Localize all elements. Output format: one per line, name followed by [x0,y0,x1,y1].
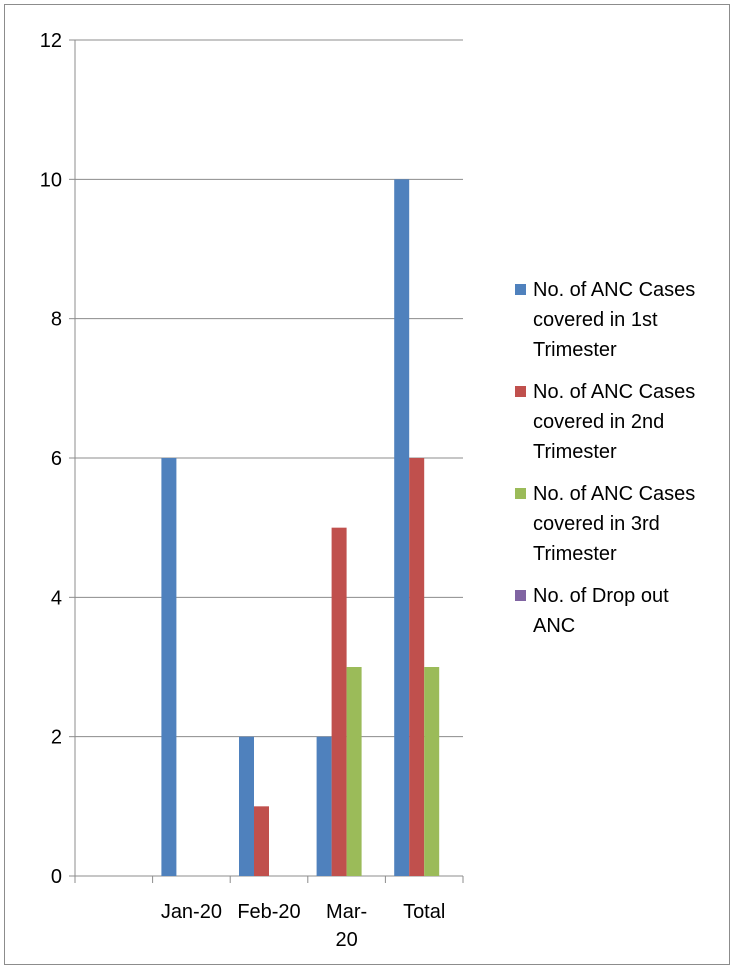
legend-item: No. of ANC Cases covered in 3rd Trimester [515,479,730,569]
bar [239,736,254,876]
legend-item: No. of Drop out ANC [515,581,730,641]
legend-label: No. of Drop out ANC [533,585,669,637]
legend-item: No. of ANC Cases covered in 1st Trimester [515,275,730,365]
x-tick-label: Jan-20 [161,901,222,923]
legend-swatch [515,488,526,499]
legend-label: No. of ANC Cases covered in 2nd Trimester [533,381,696,463]
x-tick-label: 20 [335,929,357,951]
x-tick-label: Feb-20 [237,901,300,923]
x-tick-label: Total [403,901,445,923]
bar [424,667,440,876]
bar [331,527,347,876]
y-tick-label: 4 [51,587,62,609]
bar [409,458,425,876]
y-tick-label: 0 [51,866,62,888]
x-tick-label: Mar- [326,901,367,923]
chart-frame [4,4,730,965]
y-tick-label: 10 [40,169,62,191]
legend-swatch [515,386,526,397]
y-tick-label: 6 [51,448,62,470]
chart-legend: No. of ANC Cases covered in 1st Trimester N… [515,275,730,653]
legend-swatch [515,590,526,601]
y-tick-label: 12 [40,30,62,52]
y-tick-label: 8 [51,309,62,331]
y-tick-label: 2 [51,727,62,749]
bar [161,458,177,876]
bar [346,667,362,876]
legend-label: No. of ANC Cases covered in 3rd Trimester [533,483,696,565]
legend-label: No. of ANC Cases covered in 1st Trimester [533,279,696,361]
bar [394,179,410,877]
legend-swatch [515,284,526,295]
bar [316,736,332,876]
bar [254,806,269,876]
legend-item: No. of ANC Cases covered in 2nd Trimester [515,377,730,467]
